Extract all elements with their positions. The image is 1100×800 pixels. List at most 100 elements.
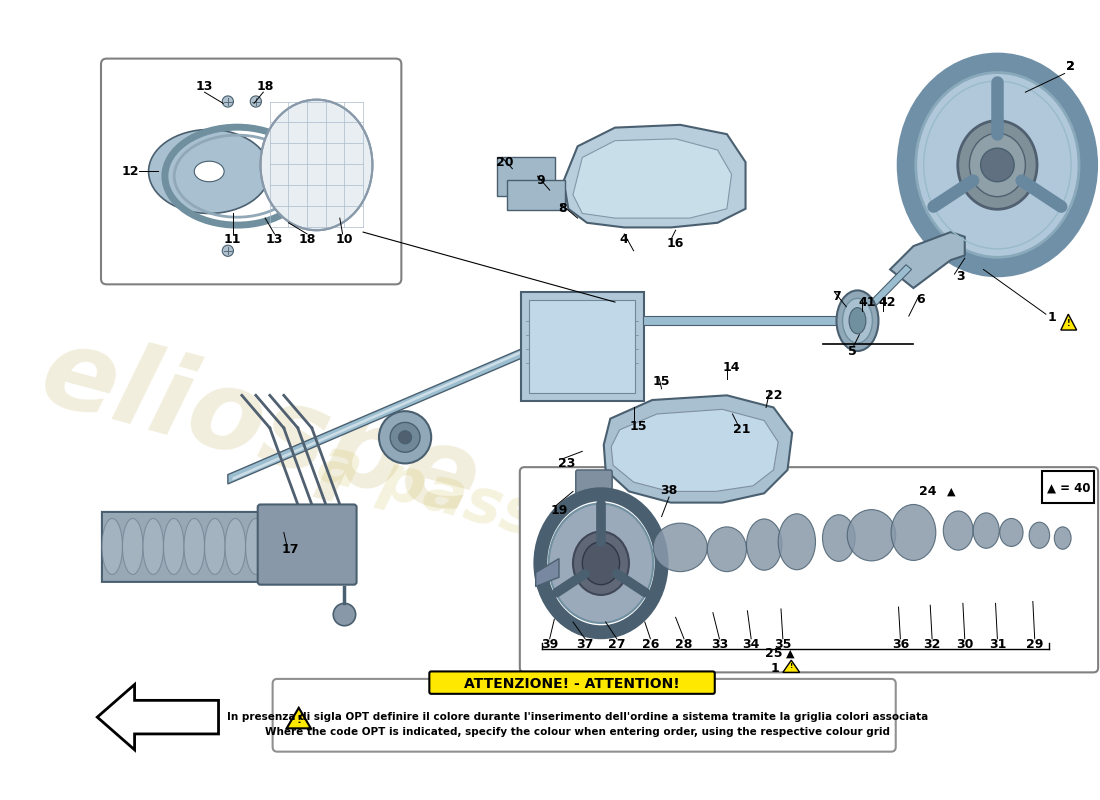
Text: 37: 37 — [576, 638, 594, 651]
Ellipse shape — [836, 290, 879, 351]
Text: !: ! — [1067, 319, 1070, 328]
FancyBboxPatch shape — [101, 58, 402, 284]
Circle shape — [333, 603, 355, 626]
Ellipse shape — [122, 518, 143, 574]
Text: a passion for: a passion for — [312, 433, 769, 610]
Ellipse shape — [1054, 527, 1071, 550]
Text: 35: 35 — [774, 638, 792, 651]
Text: 38: 38 — [660, 484, 678, 497]
Text: 11: 11 — [223, 233, 241, 246]
Text: 18: 18 — [298, 233, 316, 246]
Text: In presenza di sigla OPT definire il colore durante l'inserimento dell'ordine a : In presenza di sigla OPT definire il col… — [227, 712, 928, 722]
Ellipse shape — [1000, 518, 1023, 546]
Text: 39: 39 — [541, 638, 559, 651]
Ellipse shape — [958, 121, 1037, 210]
Polygon shape — [232, 308, 619, 480]
Circle shape — [280, 534, 296, 550]
FancyBboxPatch shape — [507, 180, 564, 210]
Ellipse shape — [261, 100, 373, 230]
Text: 12: 12 — [121, 165, 139, 178]
FancyBboxPatch shape — [257, 505, 356, 585]
Circle shape — [250, 96, 262, 107]
Ellipse shape — [582, 542, 619, 585]
Text: 15: 15 — [652, 375, 670, 388]
Text: 16: 16 — [667, 237, 684, 250]
Polygon shape — [228, 305, 625, 484]
Text: ▲: ▲ — [786, 649, 794, 658]
Ellipse shape — [974, 513, 999, 548]
Text: 27: 27 — [608, 638, 626, 651]
Polygon shape — [642, 316, 839, 326]
Ellipse shape — [549, 503, 653, 623]
Polygon shape — [102, 512, 302, 582]
FancyBboxPatch shape — [575, 470, 613, 497]
Ellipse shape — [707, 527, 747, 572]
Text: 9: 9 — [536, 174, 544, 187]
Text: 30: 30 — [956, 638, 974, 651]
Ellipse shape — [195, 162, 224, 182]
Ellipse shape — [891, 505, 936, 561]
Circle shape — [222, 245, 233, 256]
Polygon shape — [783, 660, 800, 672]
Text: Where the code OPT is indicated, specify the colour when entering order, using t: Where the code OPT is indicated, specify… — [265, 727, 890, 737]
FancyBboxPatch shape — [520, 467, 1098, 672]
Text: 32: 32 — [923, 638, 940, 651]
Ellipse shape — [143, 518, 164, 574]
Polygon shape — [573, 139, 732, 218]
Text: 31: 31 — [989, 638, 1006, 651]
Text: ▲ = 40: ▲ = 40 — [1046, 481, 1090, 494]
FancyBboxPatch shape — [520, 292, 644, 401]
Circle shape — [222, 96, 233, 107]
Text: 17: 17 — [282, 542, 299, 556]
Text: 20: 20 — [496, 156, 514, 169]
Text: 26: 26 — [641, 638, 659, 651]
Circle shape — [980, 148, 1014, 182]
FancyBboxPatch shape — [429, 671, 715, 694]
Text: 29: 29 — [1026, 638, 1044, 651]
Text: 1: 1 — [1047, 311, 1056, 325]
Polygon shape — [612, 410, 778, 491]
Text: 19: 19 — [550, 503, 568, 517]
Ellipse shape — [843, 298, 872, 343]
Text: 36: 36 — [892, 638, 909, 651]
FancyBboxPatch shape — [497, 157, 556, 196]
Text: 1: 1 — [771, 662, 780, 675]
Polygon shape — [536, 558, 559, 586]
Polygon shape — [858, 265, 912, 319]
Text: 7: 7 — [833, 290, 842, 303]
Text: ATTENZIONE! - ATTENTION!: ATTENZIONE! - ATTENTION! — [464, 678, 680, 691]
Text: 24: 24 — [918, 485, 936, 498]
Text: 15: 15 — [629, 420, 647, 433]
Text: 13: 13 — [266, 233, 283, 246]
FancyBboxPatch shape — [273, 679, 895, 752]
Text: 41: 41 — [858, 295, 876, 309]
Text: 10: 10 — [336, 233, 353, 246]
Ellipse shape — [184, 518, 205, 574]
Text: 4: 4 — [620, 233, 629, 246]
Text: 33: 33 — [711, 638, 728, 651]
Ellipse shape — [944, 511, 974, 550]
Polygon shape — [890, 232, 965, 288]
Text: 23: 23 — [558, 457, 575, 470]
Text: !: ! — [790, 663, 793, 669]
Text: 8: 8 — [559, 202, 566, 215]
Text: 2: 2 — [1066, 59, 1075, 73]
Text: !: ! — [296, 715, 301, 725]
Text: ▲: ▲ — [946, 486, 955, 497]
FancyBboxPatch shape — [529, 300, 636, 393]
Ellipse shape — [226, 518, 245, 574]
Polygon shape — [604, 395, 792, 502]
Ellipse shape — [148, 130, 270, 214]
Ellipse shape — [778, 514, 815, 570]
Text: eliospe: eliospe — [30, 318, 492, 538]
Text: 13: 13 — [196, 80, 213, 93]
Ellipse shape — [969, 134, 1025, 197]
Ellipse shape — [916, 73, 1079, 258]
Text: 3: 3 — [956, 270, 965, 283]
Ellipse shape — [823, 514, 855, 562]
Circle shape — [398, 430, 411, 444]
Text: 25: 25 — [764, 647, 782, 660]
Text: 5: 5 — [848, 345, 857, 358]
Text: 6: 6 — [916, 293, 925, 306]
Polygon shape — [1060, 314, 1077, 330]
